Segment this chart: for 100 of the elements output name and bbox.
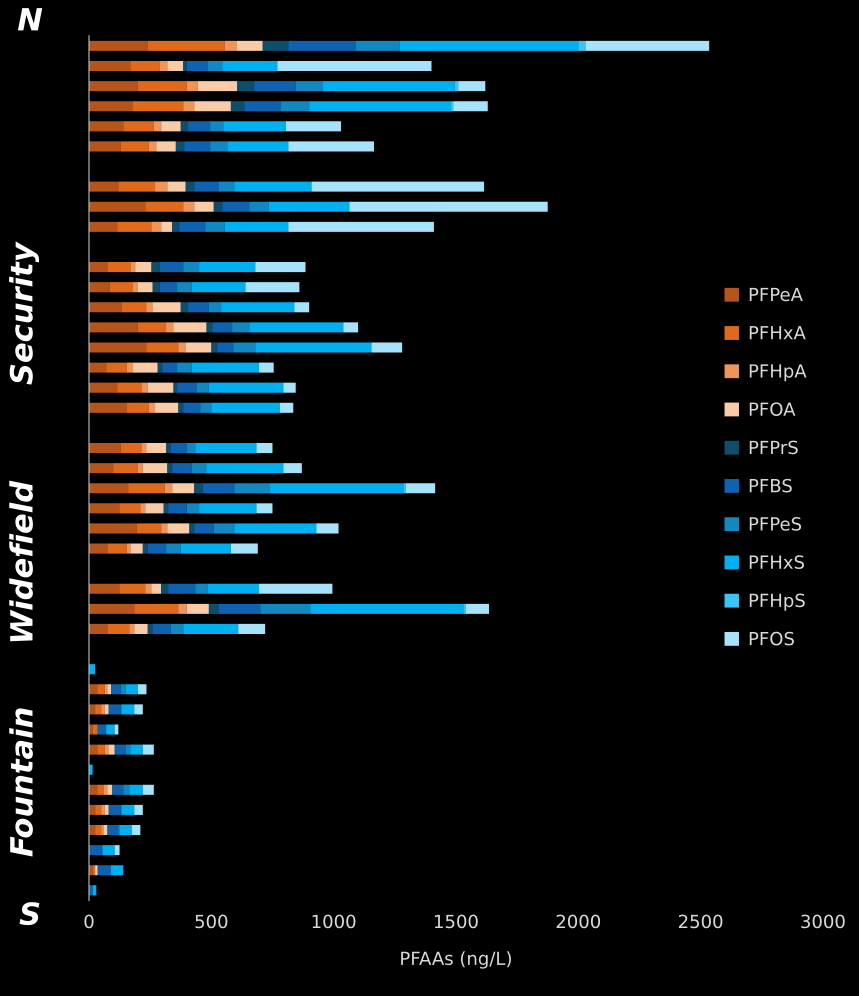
bar bbox=[146, 442, 166, 454]
bar bbox=[104, 804, 109, 815]
bar bbox=[120, 584, 146, 594]
bar bbox=[249, 202, 269, 212]
bar bbox=[88, 584, 120, 594]
bar bbox=[95, 824, 102, 836]
bar bbox=[160, 60, 168, 72]
bar bbox=[194, 523, 214, 534]
bar bbox=[164, 503, 168, 514]
bar bbox=[107, 262, 131, 272]
bar bbox=[188, 302, 209, 312]
bar bbox=[167, 523, 190, 534]
bar bbox=[283, 463, 302, 474]
bar bbox=[316, 523, 339, 534]
bar bbox=[167, 60, 184, 72]
bar bbox=[168, 503, 187, 514]
text: Widefield bbox=[9, 480, 33, 642]
bar bbox=[256, 503, 272, 514]
bar bbox=[217, 342, 234, 353]
bar bbox=[151, 222, 162, 232]
bar bbox=[145, 584, 152, 594]
bar bbox=[146, 302, 153, 312]
bar bbox=[578, 40, 586, 51]
bar bbox=[142, 463, 168, 474]
bar bbox=[256, 442, 272, 454]
bar bbox=[134, 604, 178, 614]
bar bbox=[458, 81, 486, 92]
bar bbox=[88, 60, 131, 72]
bar bbox=[88, 624, 108, 634]
bar bbox=[161, 121, 181, 132]
bar bbox=[198, 81, 237, 92]
bar bbox=[312, 182, 484, 192]
bar bbox=[152, 624, 171, 634]
bar bbox=[106, 724, 115, 735]
bar bbox=[120, 503, 140, 514]
bar bbox=[194, 182, 219, 192]
bar bbox=[237, 81, 254, 92]
bar bbox=[155, 402, 178, 413]
bar bbox=[199, 503, 257, 514]
bar bbox=[202, 483, 235, 494]
bar bbox=[88, 604, 134, 614]
bar bbox=[130, 60, 160, 72]
bar bbox=[108, 744, 115, 755]
bar bbox=[145, 503, 164, 514]
bar bbox=[120, 442, 142, 454]
bar bbox=[170, 442, 187, 454]
bar bbox=[117, 222, 152, 232]
bar bbox=[356, 40, 400, 51]
x-tick-label: 0 bbox=[84, 914, 94, 928]
bar bbox=[98, 684, 105, 694]
bar bbox=[183, 402, 200, 413]
bar bbox=[129, 624, 134, 634]
bar bbox=[120, 824, 132, 836]
bar bbox=[113, 463, 138, 474]
bar bbox=[224, 121, 286, 132]
bar bbox=[466, 604, 489, 614]
bar bbox=[160, 282, 178, 292]
bar bbox=[166, 322, 174, 332]
bar bbox=[210, 141, 228, 152]
bar bbox=[400, 40, 578, 51]
bar bbox=[200, 402, 212, 413]
bar bbox=[133, 282, 138, 292]
bar bbox=[88, 81, 138, 92]
bar bbox=[152, 282, 160, 292]
bar bbox=[112, 784, 124, 795]
bar bbox=[164, 483, 172, 494]
bar bbox=[88, 523, 137, 534]
bar bbox=[214, 202, 222, 212]
bar bbox=[88, 121, 124, 132]
bar bbox=[148, 544, 166, 554]
bar bbox=[98, 724, 106, 735]
bar bbox=[178, 342, 186, 353]
bar bbox=[177, 382, 197, 393]
bar bbox=[192, 282, 246, 292]
bar bbox=[172, 222, 180, 232]
bar bbox=[145, 202, 184, 212]
bar bbox=[106, 362, 127, 373]
bar bbox=[238, 624, 266, 634]
bar bbox=[162, 362, 178, 373]
bar bbox=[222, 202, 250, 212]
bar bbox=[104, 824, 108, 836]
bar bbox=[208, 382, 284, 393]
bar bbox=[108, 704, 121, 714]
bar bbox=[88, 342, 146, 353]
bar bbox=[126, 402, 149, 413]
bar bbox=[102, 845, 115, 856]
bar bbox=[134, 624, 148, 634]
bar bbox=[188, 121, 210, 132]
bar bbox=[142, 784, 154, 795]
bar bbox=[160, 262, 184, 272]
bar bbox=[122, 302, 146, 312]
bar bbox=[283, 382, 296, 393]
bar bbox=[140, 503, 146, 514]
bar bbox=[214, 523, 235, 534]
bar bbox=[192, 362, 260, 373]
bar bbox=[152, 302, 181, 312]
bar bbox=[288, 222, 434, 232]
bar bbox=[123, 784, 130, 795]
bar bbox=[88, 202, 146, 212]
bar bbox=[230, 101, 244, 112]
